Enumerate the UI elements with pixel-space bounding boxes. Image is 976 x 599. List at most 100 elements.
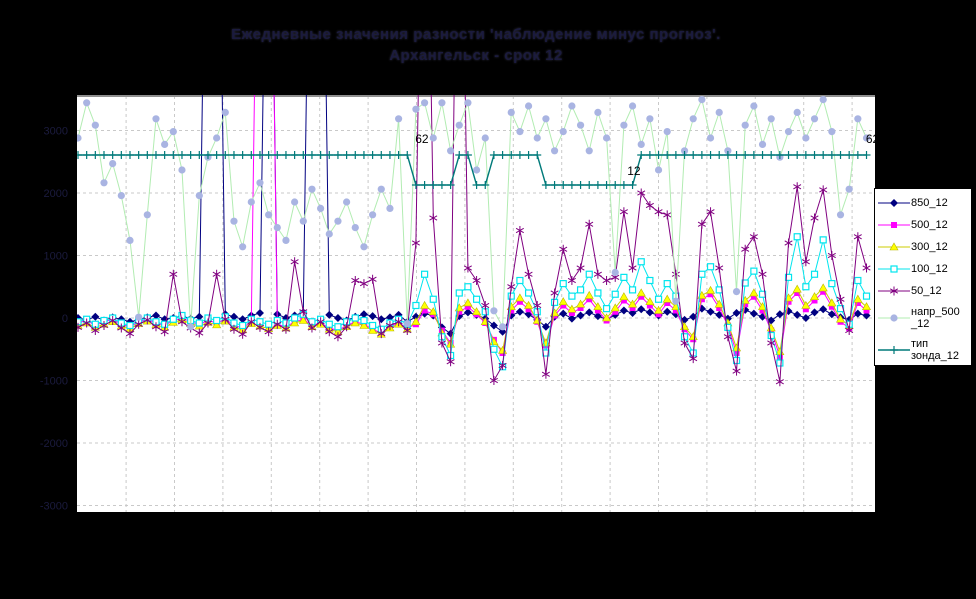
- series-marker: [238, 315, 247, 324]
- legend-item-napr_500_12: напр_500 _12: [877, 306, 969, 330]
- series-marker: [429, 134, 437, 142]
- series-marker: [836, 211, 845, 219]
- series-marker: [213, 134, 221, 142]
- series-marker: [533, 151, 542, 159]
- series-marker: [351, 276, 360, 285]
- series-marker: [463, 151, 472, 159]
- legend-label-50_12: 50_12: [911, 285, 942, 297]
- chart-title-line1: Ежедневные значения разности 'наблюдение…: [231, 26, 721, 43]
- series-marker: [853, 294, 863, 303]
- series-marker: [593, 312, 602, 321]
- series-marker: [637, 140, 645, 148]
- series-marker: [524, 151, 533, 159]
- series-marker: [784, 238, 793, 248]
- series-marker: [109, 160, 117, 168]
- series-marker: [827, 151, 836, 159]
- series-marker: [637, 258, 645, 266]
- series-marker: [360, 243, 368, 251]
- series-marker: [541, 181, 550, 189]
- series-marker: [801, 314, 810, 322]
- series-marker: [360, 316, 368, 325]
- series-marker: [195, 151, 204, 159]
- series-marker: [550, 288, 559, 298]
- series-marker: [811, 297, 818, 304]
- series-marker: [195, 328, 204, 338]
- series-marker: [359, 320, 369, 329]
- series-marker: [394, 151, 403, 159]
- series-marker: [594, 108, 602, 116]
- series-marker: [559, 244, 568, 254]
- series-marker: [559, 280, 567, 288]
- series-marker: [862, 134, 871, 142]
- series-marker: [481, 301, 490, 310]
- series-marker: [134, 319, 143, 329]
- series-marker: [801, 300, 811, 309]
- series-marker: [160, 151, 169, 159]
- series-marker: [421, 99, 429, 107]
- series-marker: [697, 219, 706, 229]
- series-marker: [793, 108, 801, 116]
- series-marker: [889, 242, 899, 251]
- series-marker: [463, 263, 472, 273]
- series-marker: [247, 198, 255, 206]
- series-marker: [169, 269, 178, 279]
- series-marker: [359, 151, 368, 159]
- series-marker: [602, 305, 611, 313]
- series-marker: [559, 128, 567, 136]
- series-marker: [178, 166, 186, 174]
- series-marker: [568, 310, 575, 316]
- series-marker: [637, 188, 646, 198]
- series-marker: [239, 243, 247, 251]
- series-marker: [827, 298, 837, 307]
- series-marker: [333, 314, 342, 322]
- series-marker: [507, 108, 515, 116]
- series-marker: [767, 115, 775, 123]
- series-marker: [845, 326, 854, 335]
- series-marker: [602, 313, 612, 322]
- series-marker: [229, 312, 238, 321]
- series-marker: [724, 147, 732, 155]
- series-marker: [334, 323, 342, 331]
- legend-marker-100_12: [878, 265, 910, 273]
- series-marker: [801, 257, 810, 267]
- series-marker: [247, 151, 256, 159]
- series-marker: [507, 151, 516, 159]
- series-marker: [629, 305, 636, 311]
- series-marker: [151, 311, 160, 320]
- series-тип зонда_12: [77, 151, 871, 189]
- series-marker: [516, 276, 524, 285]
- series-marker: [195, 319, 203, 327]
- series-marker: [819, 96, 827, 104]
- series-marker: [291, 314, 299, 322]
- legend-marker-500_12: [878, 222, 910, 228]
- legend-marker-850_12: [878, 199, 910, 207]
- series-marker: [368, 274, 377, 284]
- series-marker: [143, 211, 151, 219]
- series-marker: [802, 306, 809, 313]
- series-marker: [628, 102, 637, 110]
- series-marker: [636, 288, 646, 297]
- series-marker: [854, 300, 861, 306]
- legend-label-napr_500_12: напр_500 _12: [911, 306, 960, 330]
- series-marker: [100, 179, 108, 187]
- series-marker: [195, 312, 204, 321]
- y-axis-tick-label: 3000: [44, 126, 68, 138]
- series-marker: [706, 151, 715, 159]
- series-marker: [325, 151, 334, 159]
- series-marker: [697, 151, 706, 159]
- series-marker: [611, 181, 620, 189]
- series-marker: [862, 263, 871, 273]
- series-marker: [577, 305, 584, 311]
- series-marker: [793, 151, 802, 159]
- series-marker: [507, 282, 516, 292]
- series-marker: [325, 230, 333, 238]
- series-marker: [775, 377, 784, 387]
- series-marker: [862, 292, 871, 300]
- series-marker: [265, 211, 273, 219]
- series-marker: [412, 105, 420, 113]
- series-marker: [620, 121, 628, 129]
- series-marker: [160, 327, 169, 337]
- series-marker: [628, 181, 637, 189]
- series-marker: [343, 198, 351, 206]
- legend-item-500_12: 500_12: [877, 218, 969, 232]
